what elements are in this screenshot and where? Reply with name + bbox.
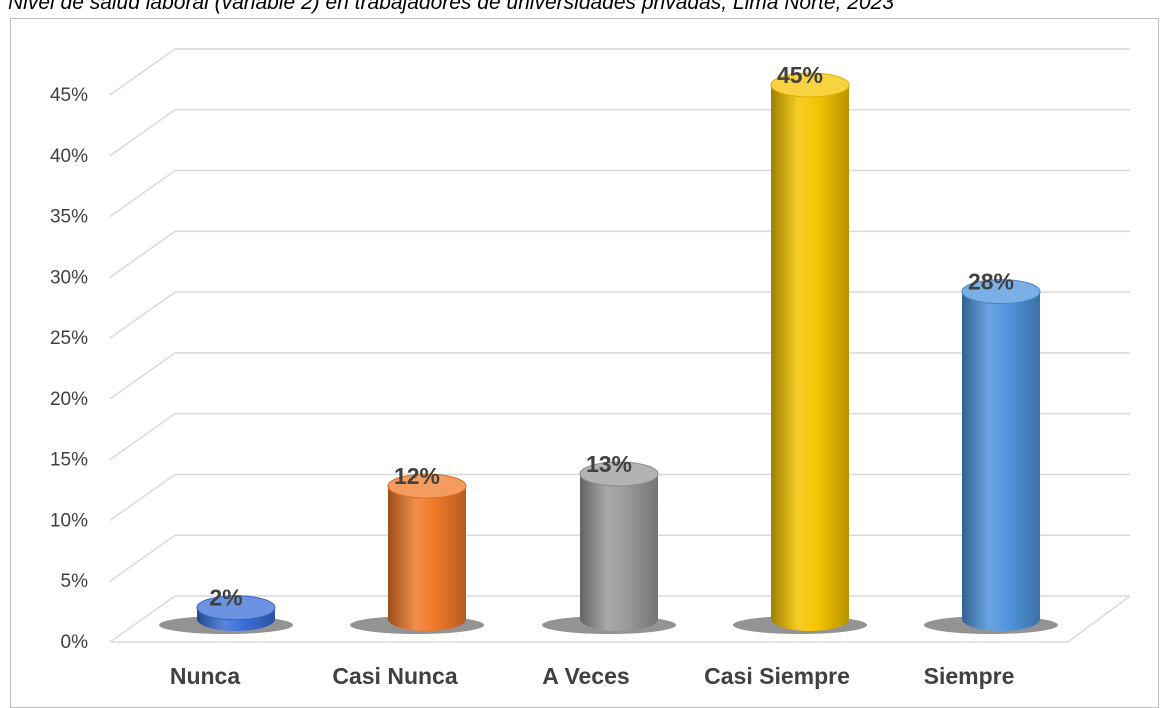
bar-top-cap [387, 473, 467, 499]
bars [196, 72, 1041, 631]
gridline-diagonal [109, 352, 176, 400]
bar-siempre [962, 291, 1040, 631]
y-tick-label: 45% [50, 85, 88, 106]
data-label: 45% [777, 62, 823, 88]
y-tick-label: 5% [61, 571, 89, 592]
data-label: 28% [968, 269, 1014, 295]
y-tick-label: 20% [50, 389, 88, 410]
y-tick-label: 15% [50, 450, 88, 471]
x-category-label: Nunca [170, 663, 241, 689]
gridline-diagonal [109, 595, 176, 643]
gridline-diagonal [109, 230, 176, 278]
data-labels: 2% 12% 13% 45% 28% [209, 62, 1014, 611]
y-tick-label: 35% [50, 207, 88, 228]
x-category-label: Siempre [924, 663, 1015, 689]
gridline-diagonal [109, 473, 176, 522]
bar-casi-siempre [771, 85, 849, 631]
gridline-diagonal [109, 534, 176, 582]
gridline-diagonal [109, 169, 176, 218]
gridline-diagonal [109, 109, 176, 157]
gridline-diagonal [109, 48, 176, 96]
y-axis-ticks: 0% 5% 10% 15% 20% 25% 30% 35% 40% 45% [50, 85, 88, 653]
data-label: 12% [394, 463, 440, 489]
y-tick-label: 30% [50, 267, 88, 288]
bar-a-veces [580, 473, 658, 631]
y-tick-label: 25% [50, 328, 88, 349]
x-category-label: A Veces [542, 663, 629, 689]
bar-top-cap [196, 595, 276, 621]
y-tick-label: 40% [50, 146, 88, 167]
x-category-label: Casi Siempre [704, 663, 850, 689]
floor-edge [1067, 595, 1131, 643]
chart-title: Nivel de salud laboral (variable 2) en t… [8, 0, 894, 14]
x-category-label: Casi Nunca [332, 663, 457, 689]
data-label: 13% [586, 451, 632, 477]
y-tick-label: 10% [50, 510, 88, 531]
bar-top-cap [770, 72, 850, 98]
y-tick-label: 0% [61, 632, 89, 653]
gridline-diagonal [109, 291, 176, 339]
data-label: 2% [209, 585, 242, 611]
bar-top-cap [579, 461, 659, 487]
bar-top-cap [961, 279, 1041, 305]
x-axis-categories: Nunca Casi Nunca A Veces Casi Siempre Siempr… [170, 663, 1015, 689]
gridline-diagonal [109, 413, 176, 461]
bar-casi-nunca [388, 486, 466, 631]
